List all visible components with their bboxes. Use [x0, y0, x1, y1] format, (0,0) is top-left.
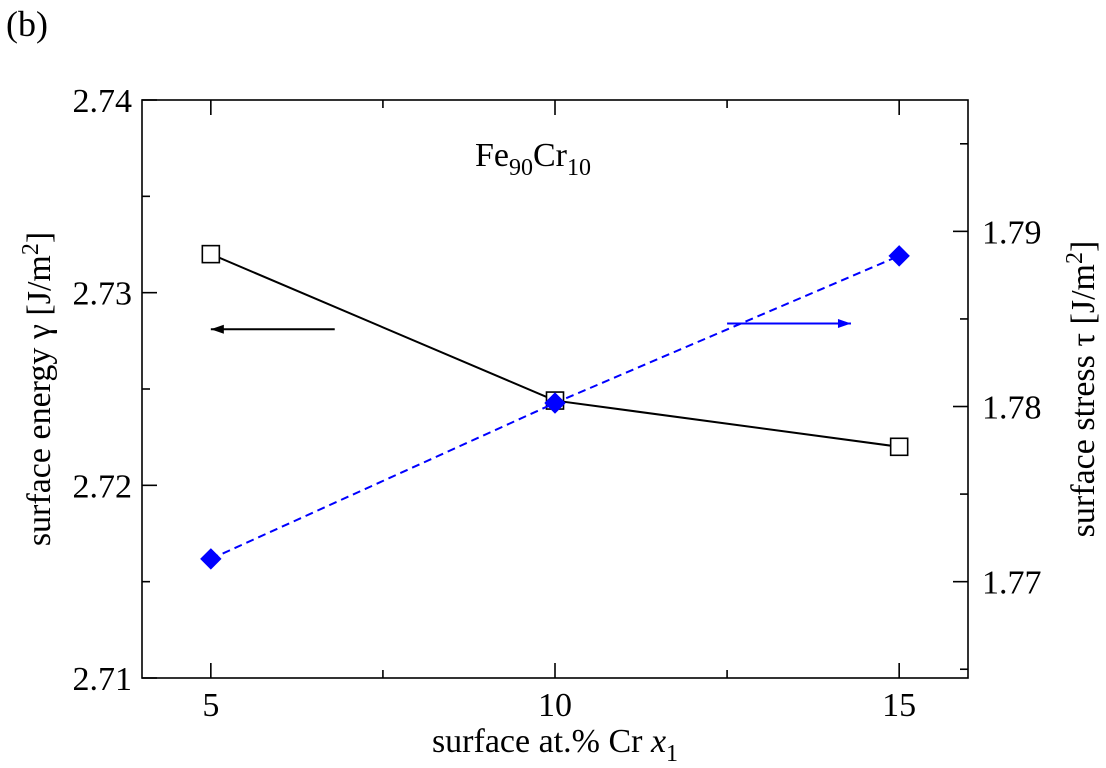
- left-y-tick-label: 2.71: [73, 661, 133, 698]
- panel-label: (b): [6, 4, 48, 44]
- left-y-axis-label: surface energy γ [J/m2]: [18, 232, 58, 546]
- left-y-tick-label: 2.72: [73, 468, 133, 505]
- annotation-arrow-2-head: [837, 318, 851, 328]
- series-1-point: [889, 437, 909, 457]
- right-y-tick-label: 1.79: [982, 214, 1042, 251]
- plot-frame: [141, 99, 969, 679]
- right-y-axis-ticks: 1.77 1.78 1.79: [953, 142, 1042, 671]
- annotation-arrow-1-head: [210, 324, 224, 334]
- x-tick-label: 5: [202, 687, 219, 724]
- chart-title: Fe90Cr10: [475, 137, 591, 181]
- x-tick-label: 10: [538, 687, 572, 724]
- left-y-axis-ticks: 2.71 2.72 2.73 2.74: [73, 83, 157, 698]
- series-layer: [200, 244, 910, 570]
- x-axis-ticks: 5 10 15: [202, 100, 916, 724]
- left-y-tick-label: 2.73: [73, 276, 133, 313]
- annotation-layer: [210, 318, 851, 334]
- series-2-point: [888, 245, 910, 267]
- x-tick-label: 15: [882, 687, 916, 724]
- series-1-point: [201, 244, 221, 264]
- series-1-line: [210, 253, 900, 448]
- right-y-axis-label: surface stress τ [J/m2]: [1062, 241, 1102, 538]
- right-y-tick-label: 1.77: [982, 565, 1042, 602]
- left-y-tick-label: 2.74: [73, 83, 133, 120]
- series-2-point: [544, 392, 566, 414]
- x-axis-label: surface at.% Cr x1: [432, 723, 678, 767]
- series-2-point: [200, 548, 222, 570]
- right-y-tick-label: 1.78: [982, 390, 1042, 427]
